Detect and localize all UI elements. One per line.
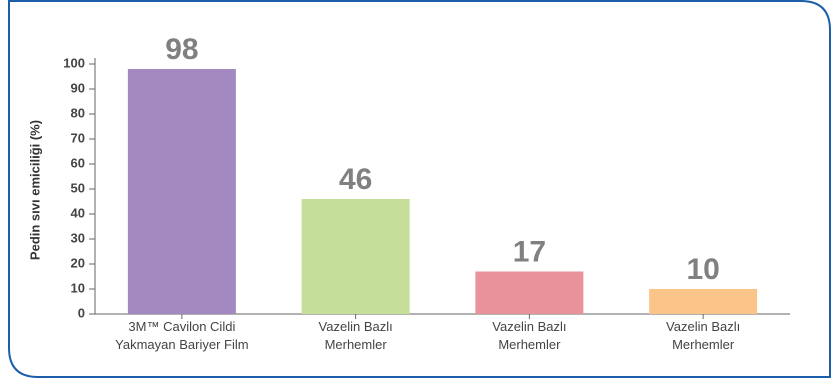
y-tick-label: 60 xyxy=(71,155,85,170)
y-tick-label: 80 xyxy=(71,105,85,120)
y-tick-label: 30 xyxy=(71,230,85,245)
value-label: 17 xyxy=(513,235,546,268)
bar xyxy=(127,69,236,314)
y-tick-label: 90 xyxy=(71,80,85,95)
value-label: 98 xyxy=(165,33,198,66)
x-tick-label: 3M™ Cavilon Cildi Yakmayan Bariyer Film xyxy=(115,319,248,352)
y-tick-label: 0 xyxy=(78,305,85,320)
value-label: 46 xyxy=(339,163,372,196)
y-tick-label: 40 xyxy=(71,205,85,220)
y-tick-label: 10 xyxy=(71,280,85,295)
y-tick-label: 70 xyxy=(71,130,85,145)
bar xyxy=(649,289,758,314)
frame xyxy=(8,0,831,378)
value-label: 10 xyxy=(686,253,719,286)
y-axis-title: Pedin sıvı emiciliği (%) xyxy=(27,120,42,260)
x-tick-label: Vazelin Bazlı Merhemler xyxy=(492,319,566,352)
y-tick-label: 20 xyxy=(71,255,85,270)
bar xyxy=(301,199,410,314)
y-tick-label: 50 xyxy=(71,180,85,195)
bar xyxy=(475,271,584,314)
x-tick-label: Vazelin Bazlı Merhemler xyxy=(666,319,740,352)
x-tick-label: Vazelin Bazlı Merhemler xyxy=(319,319,393,352)
y-tick-label: 100 xyxy=(63,55,85,70)
